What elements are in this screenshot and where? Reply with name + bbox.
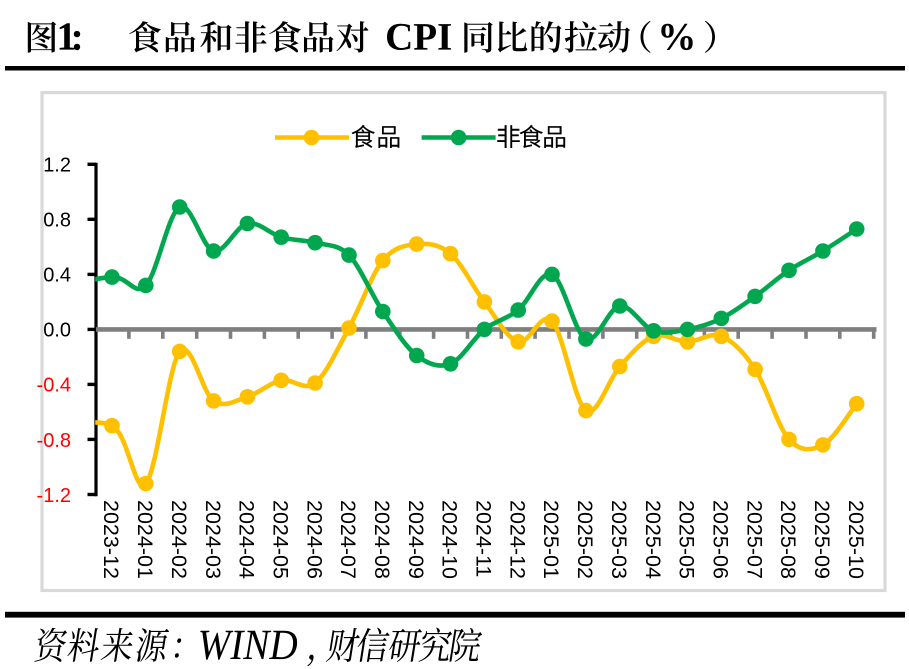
svg-text:2025-06: 2025-06: [709, 500, 733, 579]
svg-text:2024-08: 2024-08: [370, 500, 394, 579]
svg-text:2024-09: 2024-09: [404, 500, 428, 579]
svg-text:1.2: 1.2: [43, 155, 71, 177]
svg-text:2025-05: 2025-05: [675, 500, 699, 579]
svg-text:2024-05: 2024-05: [268, 500, 292, 579]
svg-text:2025-09: 2025-09: [810, 500, 834, 579]
svg-text:2024-01: 2024-01: [133, 500, 157, 579]
svg-text:0.8: 0.8: [43, 210, 71, 232]
svg-text:2024-07: 2024-07: [336, 500, 360, 579]
svg-text:0.0: 0.0: [43, 320, 71, 342]
svg-text:2025-01: 2025-01: [539, 500, 563, 579]
svg-text:2024-11: 2024-11: [472, 500, 496, 577]
svg-text:-1.2: -1.2: [37, 485, 71, 507]
svg-text:2024-04: 2024-04: [235, 500, 259, 579]
svg-text:-0.8: -0.8: [37, 430, 71, 452]
svg-text:2024-06: 2024-06: [302, 500, 326, 579]
svg-text:-0.4: -0.4: [37, 375, 71, 397]
svg-text:2025-07: 2025-07: [742, 500, 766, 579]
svg-text:2025-03: 2025-03: [607, 500, 631, 579]
svg-text:2025-10: 2025-10: [844, 500, 868, 579]
svg-text:0.4: 0.4: [43, 265, 71, 287]
svg-text:2024-10: 2024-10: [438, 500, 462, 579]
svg-text:2025-08: 2025-08: [776, 500, 800, 579]
svg-text:2025-04: 2025-04: [641, 500, 665, 579]
svg-text:2023-12: 2023-12: [99, 500, 123, 579]
svg-text:2024-12: 2024-12: [505, 500, 529, 579]
svg-text:2024-02: 2024-02: [167, 500, 191, 579]
svg-text:2024-03: 2024-03: [201, 500, 225, 579]
svg-text:2025-02: 2025-02: [573, 500, 597, 579]
